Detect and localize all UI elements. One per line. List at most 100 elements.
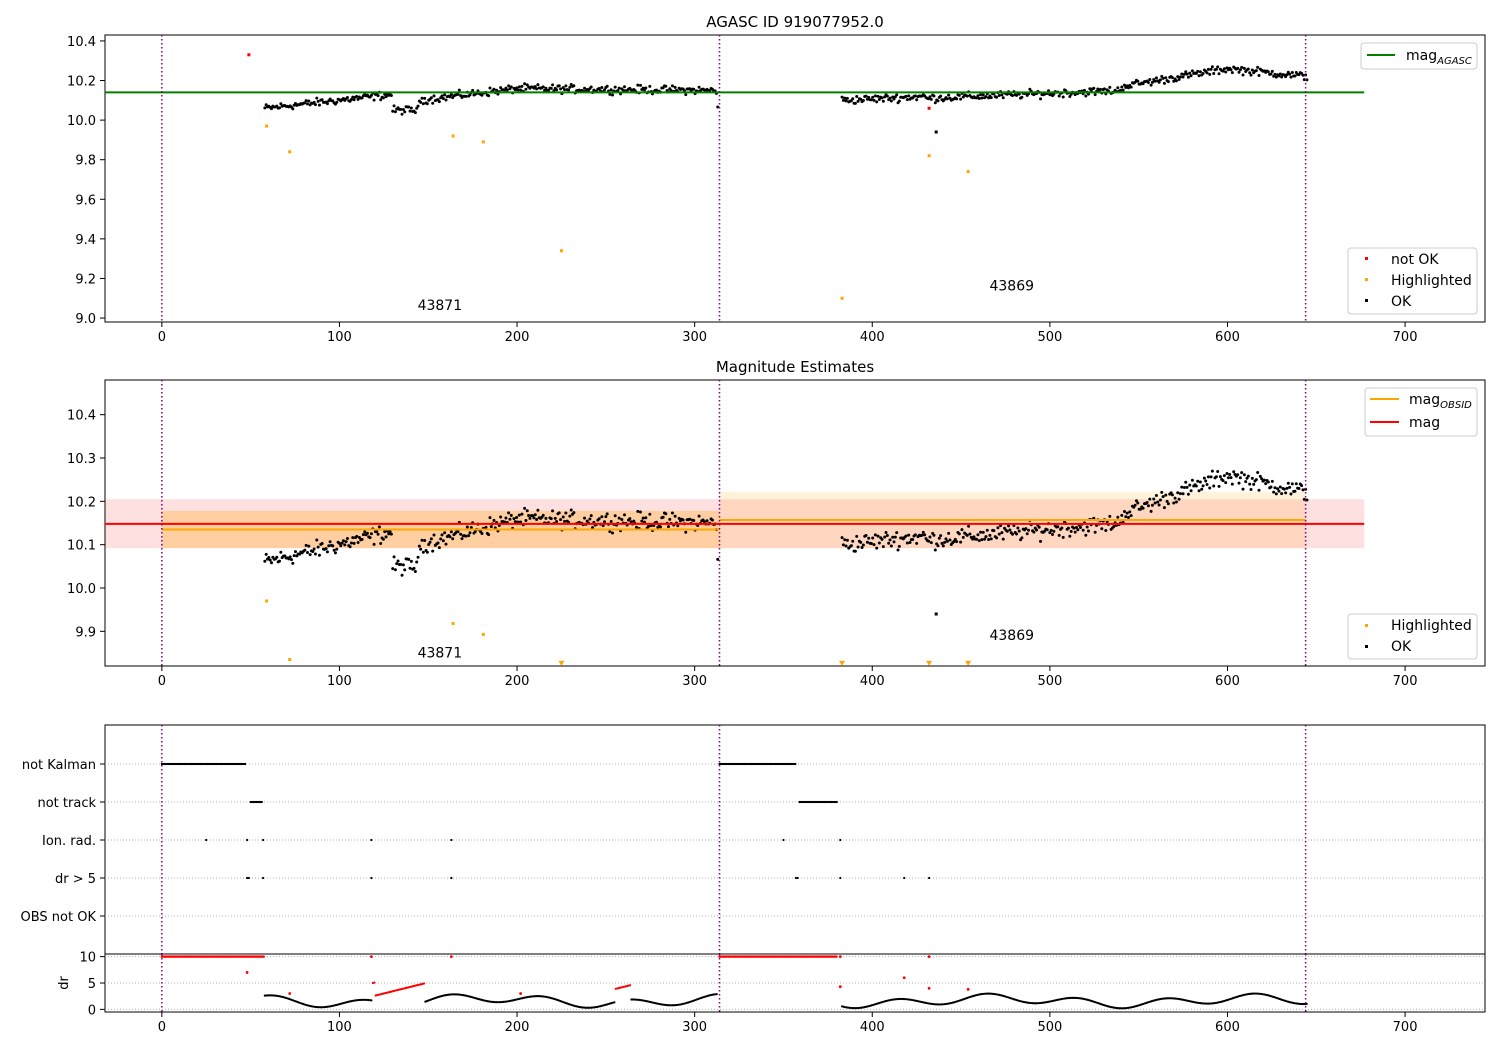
ok-point — [1186, 492, 1190, 496]
ok-point — [1120, 85, 1124, 89]
ok-point — [1216, 470, 1220, 474]
ok-point — [492, 518, 496, 522]
ok-point — [981, 93, 985, 97]
ok-point — [460, 537, 464, 541]
ok-point — [437, 100, 441, 104]
ok-point — [528, 516, 532, 520]
ok-point — [1011, 94, 1015, 98]
ok-point — [1079, 525, 1083, 529]
ok-point — [1112, 524, 1116, 528]
ok-point — [603, 88, 607, 92]
ok-point — [263, 106, 267, 110]
ok-point — [947, 531, 951, 535]
ok-point — [985, 528, 989, 532]
ok-point — [1105, 520, 1109, 524]
ok-point — [923, 533, 927, 537]
ok-point — [384, 95, 388, 99]
ok-point — [465, 525, 469, 529]
ok-point — [417, 544, 421, 548]
ok-point — [871, 95, 875, 99]
ok-point — [936, 99, 940, 103]
ok-point — [1160, 490, 1164, 494]
ok-point — [407, 557, 411, 561]
ok-point — [524, 519, 528, 523]
ok-point — [320, 542, 324, 546]
ok-point — [1067, 526, 1071, 530]
ok-point — [1017, 529, 1021, 533]
ok-point — [1172, 501, 1176, 505]
ok-point — [1122, 509, 1126, 513]
legend-mag-label: mag — [1409, 415, 1440, 431]
ok-point — [459, 532, 463, 536]
ok-point — [448, 95, 452, 99]
ok-point — [360, 96, 364, 100]
ok-point — [541, 513, 545, 517]
ok-point — [996, 526, 1000, 530]
ok-point — [688, 517, 692, 521]
series-point — [481, 632, 485, 636]
ok-point — [1237, 70, 1241, 74]
ok-point — [1273, 486, 1277, 490]
x-tick-label: 100 — [327, 1020, 352, 1035]
ok-point — [883, 535, 887, 539]
x-tick-label: 500 — [1037, 330, 1062, 345]
ok-point — [979, 93, 983, 97]
x-tick-label: 100 — [327, 674, 352, 689]
ok-point — [409, 559, 413, 563]
dr-point — [422, 982, 426, 985]
ok-point — [980, 96, 984, 100]
ok-point — [939, 94, 943, 98]
ok-point — [697, 85, 701, 89]
ok-point — [895, 531, 899, 535]
flag-point — [450, 838, 453, 842]
ok-point — [927, 539, 931, 543]
ok-point — [320, 98, 324, 102]
ok-point — [1212, 72, 1216, 76]
ok-point — [1032, 530, 1036, 534]
ok-point — [976, 94, 980, 98]
y-tick-label: 10.3 — [67, 452, 96, 467]
ok-point — [352, 541, 356, 545]
dr-outlier-point — [449, 955, 453, 959]
ok-point — [419, 547, 423, 551]
obsid-label: 43869 — [989, 278, 1034, 294]
ok-point — [1174, 500, 1178, 504]
ok-point — [416, 104, 420, 108]
dr-notok-point — [835, 955, 838, 958]
agasc-legend-upper: magAGASC — [1360, 42, 1478, 70]
ok-point — [413, 570, 417, 574]
ok-point — [1289, 492, 1293, 496]
ok-point — [939, 534, 943, 538]
ok-point — [509, 85, 513, 89]
ok-point — [291, 107, 295, 111]
ok-point — [340, 541, 344, 545]
dr-notok-point — [262, 955, 265, 958]
ok-point — [955, 540, 959, 544]
ok-point — [1254, 478, 1258, 482]
ok-point — [841, 543, 845, 547]
ok-point — [1145, 500, 1149, 504]
flag-point — [794, 762, 797, 766]
dr-point — [613, 1001, 616, 1004]
ok-point — [1177, 78, 1181, 82]
ok-point — [305, 550, 309, 554]
ok-point — [343, 543, 347, 547]
ok-point — [489, 525, 493, 529]
dr-point — [370, 999, 373, 1002]
ok-point — [670, 84, 674, 88]
ok-point — [532, 516, 536, 520]
ok-point — [1264, 482, 1268, 486]
ok-point — [1076, 528, 1080, 532]
ok-point — [369, 532, 373, 536]
ok-point — [467, 534, 471, 538]
ok-point — [853, 101, 857, 105]
ok-point — [1188, 483, 1192, 487]
ok-point — [897, 99, 901, 103]
ok-point — [377, 525, 381, 529]
ok-point — [270, 561, 274, 565]
ok-point — [423, 96, 427, 100]
agasc-panel-frame — [104, 34, 1486, 323]
ok-point — [393, 568, 397, 572]
ok-point — [861, 98, 865, 102]
ok-point — [535, 87, 539, 91]
